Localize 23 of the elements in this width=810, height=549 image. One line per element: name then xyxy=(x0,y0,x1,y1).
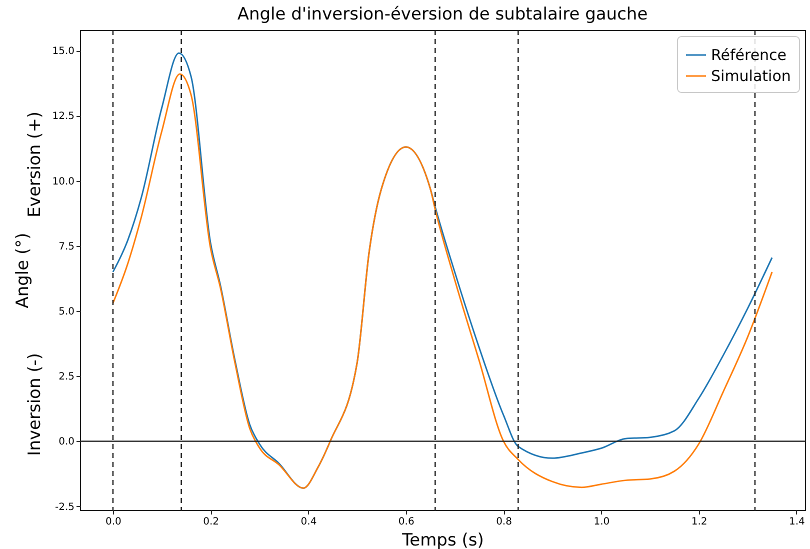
x-tick-label: 1.2 xyxy=(691,516,708,528)
legend-label: Référence xyxy=(711,46,787,64)
x-tick-label: 0.8 xyxy=(496,516,512,528)
x-tick-label: 0.2 xyxy=(203,516,220,528)
y-tick-label: 10.0 xyxy=(52,176,74,188)
y-tick-label: -2.5 xyxy=(54,502,74,513)
y-tick-label: 2.5 xyxy=(58,372,74,383)
y-tick-label: 0.0 xyxy=(58,436,74,448)
x-tick-label: 1.4 xyxy=(789,516,805,528)
x-tick-label: 0.6 xyxy=(398,516,414,528)
x-tick-label: 1.0 xyxy=(594,516,610,528)
x-axis-title: Temps (s) xyxy=(401,530,484,549)
y-tick-label: 5.0 xyxy=(58,306,74,318)
x-tick-label: 0.0 xyxy=(106,516,122,528)
x-tick-label: 0.4 xyxy=(300,516,317,528)
y-tick-label: 7.5 xyxy=(58,241,74,252)
text: Inversion (-) xyxy=(25,352,45,456)
chart-title: Angle d'inversion-éversion de subtalaire gauche xyxy=(237,4,648,24)
text: Eversion (+) xyxy=(25,111,45,218)
legend-label: Simulation xyxy=(711,67,791,85)
y-tick-label: 12.5 xyxy=(52,111,74,122)
y-tick-label: 15.0 xyxy=(52,46,74,58)
y-axis-title: Angle (°) xyxy=(13,232,34,308)
